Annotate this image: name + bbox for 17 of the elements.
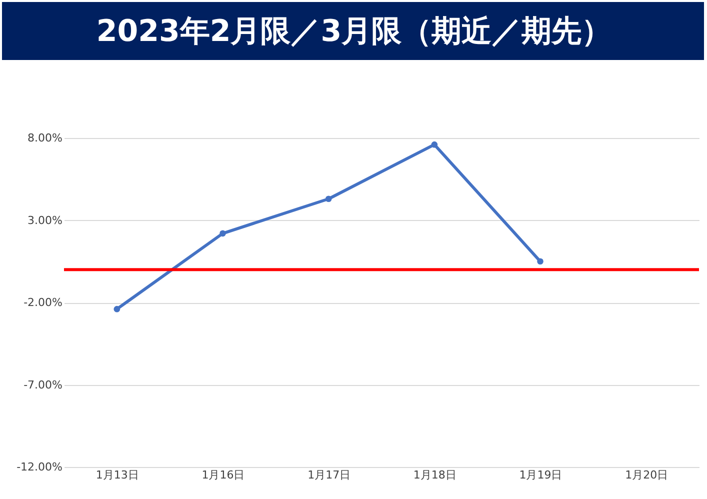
y-tick-label: -12.00% <box>16 460 62 474</box>
point <box>431 141 438 148</box>
point <box>537 258 544 265</box>
y-tick-label: -2.00% <box>24 296 62 309</box>
x-tick-label: 1月18日 <box>413 468 456 482</box>
x-tick-label: 1月20日 <box>625 468 668 482</box>
x-tick-label: 1月16日 <box>202 468 245 482</box>
x-tick-label: 1月17日 <box>308 468 351 482</box>
point <box>114 306 120 312</box>
point <box>325 196 332 202</box>
chart-title: 2023年2月限／3月限（期近／期先） <box>96 14 612 49</box>
x-tick-label: 1月19日 <box>519 468 562 482</box>
x-tick-label: 1月13日 <box>96 468 139 482</box>
y-tick-label: 8.00% <box>28 132 62 144</box>
y-tick-label: -7.00% <box>24 378 62 392</box>
point <box>220 230 226 237</box>
y-tick-label: 3.00% <box>28 214 62 227</box>
